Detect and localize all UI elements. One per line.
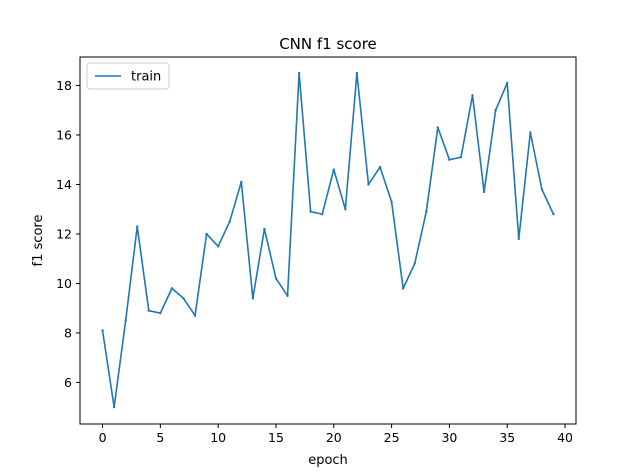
data-point — [251, 297, 255, 300]
legend-box — [86, 62, 170, 90]
data-point — [182, 297, 185, 300]
y-tick-label: 16 — [56, 127, 72, 142]
data-point — [332, 168, 335, 171]
data-point — [448, 158, 451, 161]
data-point — [552, 212, 555, 216]
x-tick-label: 0 — [99, 430, 107, 445]
data-point — [159, 311, 162, 315]
data-point — [193, 314, 197, 317]
data-point — [309, 210, 312, 213]
x-tick-label: 40 — [557, 430, 573, 445]
x-tick-label: 35 — [499, 430, 515, 445]
data-point — [436, 126, 440, 129]
axes-frame — [79, 56, 577, 425]
x-tick-label: 30 — [441, 430, 457, 445]
x-axis-label: epoch — [308, 453, 348, 468]
y-tick-label: 12 — [56, 226, 72, 241]
data-point — [401, 287, 405, 290]
data-point — [274, 277, 278, 280]
data-point — [367, 183, 370, 186]
data-point — [170, 287, 174, 290]
data-point — [482, 190, 486, 194]
y-tick-label: 10 — [56, 276, 72, 291]
data-point — [297, 71, 301, 75]
chart-title: CNN f1 score — [279, 35, 377, 53]
data-point — [459, 156, 463, 159]
data-point — [124, 319, 127, 322]
y-tick-label: 14 — [56, 177, 72, 192]
y-axis-label: f1 score — [31, 215, 46, 267]
legend-label-train: train — [131, 70, 161, 85]
y-tick-label: 6 — [64, 375, 72, 390]
x-tick-label: 15 — [268, 430, 284, 445]
data-point — [425, 210, 428, 213]
data-point — [263, 227, 266, 231]
x-tick-label: 25 — [384, 430, 400, 445]
data-point — [390, 200, 393, 203]
y-tick-label: 18 — [56, 78, 72, 93]
data-point — [378, 165, 382, 169]
data-point — [494, 109, 497, 112]
data-point — [355, 71, 359, 75]
legend: train — [86, 62, 170, 90]
data-point — [112, 405, 116, 409]
series-line-train — [101, 72, 555, 408]
y-tick-label: 8 — [64, 325, 72, 340]
data-point — [471, 94, 474, 97]
data-point — [205, 232, 208, 236]
data-point — [147, 309, 150, 312]
data-point — [228, 220, 231, 223]
data-point — [136, 225, 139, 228]
data-point — [321, 212, 324, 216]
data-point — [506, 81, 509, 85]
data-point — [240, 180, 243, 184]
plot-area: 0 5 10 15 20 25 30 35 40 6 8 10 12 14 16 18 — [56, 71, 573, 445]
data-point — [540, 188, 544, 191]
data-point — [344, 207, 347, 211]
x-tick-label: 5 — [156, 430, 164, 445]
data-point — [529, 131, 532, 134]
data-point — [216, 245, 220, 248]
data-point — [101, 329, 104, 332]
data-point — [413, 262, 416, 265]
data-point — [517, 237, 520, 241]
data-point — [286, 294, 289, 298]
x-tick-label: 20 — [326, 430, 342, 445]
x-tick-label: 10 — [210, 430, 226, 445]
